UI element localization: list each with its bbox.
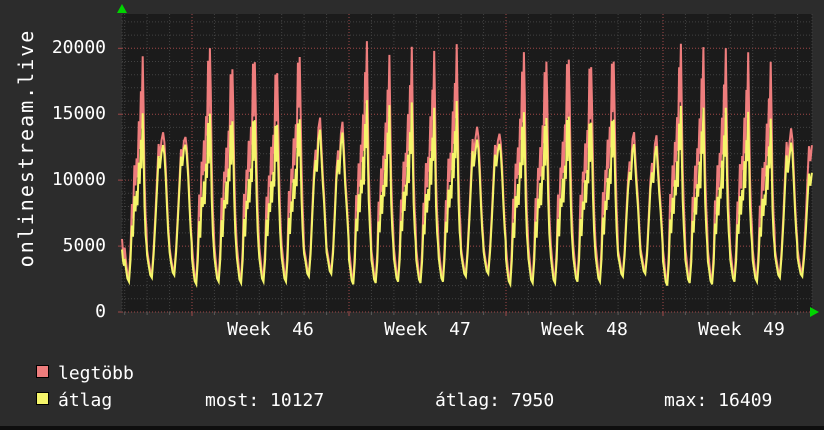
y-axis-arrow-icon (117, 4, 127, 13)
chart-plot-area (118, 14, 813, 316)
x-axis-arrow-icon (810, 307, 819, 317)
stat-most: most: 10127 (205, 390, 325, 411)
x-axis-week-label: Week 47 (384, 319, 471, 340)
x-axis-week-label: Week 49 (698, 319, 785, 340)
y-axis-tick-label: 20000 (51, 37, 106, 59)
stat-atlag: átlag: 7950 (435, 390, 555, 411)
y-axis-title: onlinestream.live (14, 28, 38, 268)
legend-swatch-atlag (36, 392, 49, 405)
y-axis-tick-label: 10000 (51, 169, 106, 191)
y-axis-tick-label: 15000 (51, 103, 106, 125)
chart-canvas (118, 14, 813, 316)
stat-max: max: 16409 (664, 390, 773, 411)
y-axis-tick-label: 5000 (62, 235, 106, 257)
x-axis-week-label: Week 46 (227, 319, 314, 340)
x-axis-week-label: Week 48 (541, 319, 628, 340)
series-legtobb-line (121, 41, 813, 283)
legend-label-atlag: átlag (58, 390, 113, 411)
bottom-border (0, 426, 824, 430)
legend-swatch-legtobb (36, 365, 49, 378)
y-axis-tick-label: 0 (95, 301, 106, 322)
legend-label-legtobb: legtöbb (58, 363, 134, 384)
series-atlag-line (121, 100, 813, 289)
